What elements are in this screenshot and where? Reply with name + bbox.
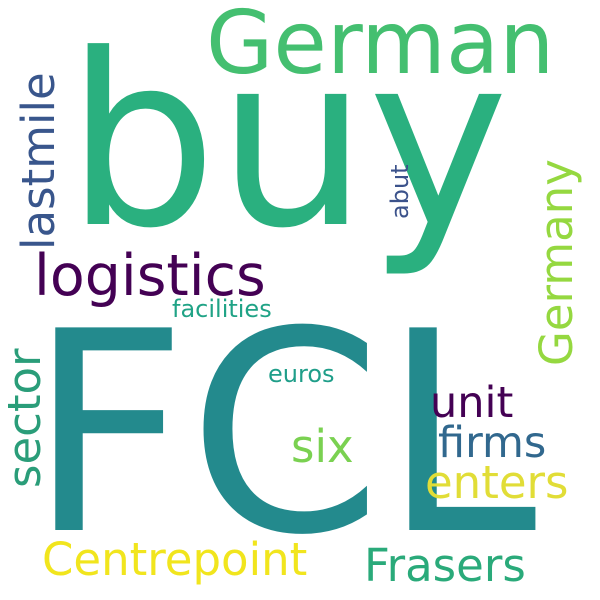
word-firms: firms: [438, 418, 547, 468]
word-fcl: FCL: [28, 272, 537, 596]
word-sector: sector: [0, 348, 51, 488]
word-facilities: facilities: [172, 295, 272, 323]
word-centrepoint: Centrepoint: [42, 533, 308, 586]
word-germany: Germany: [530, 159, 583, 366]
word-lastmile: lastmile: [12, 72, 65, 250]
word-logistics: logistics: [34, 243, 266, 309]
word-euros: euros: [268, 360, 335, 388]
word-abut: abut: [386, 164, 414, 219]
word-german: German: [206, 0, 555, 94]
word-enters: enters: [425, 456, 569, 509]
word-unit: unit: [430, 378, 514, 428]
word-buy: buy: [66, 4, 509, 281]
word-six: six: [291, 420, 354, 473]
word-frasers: Frasers: [364, 539, 526, 592]
